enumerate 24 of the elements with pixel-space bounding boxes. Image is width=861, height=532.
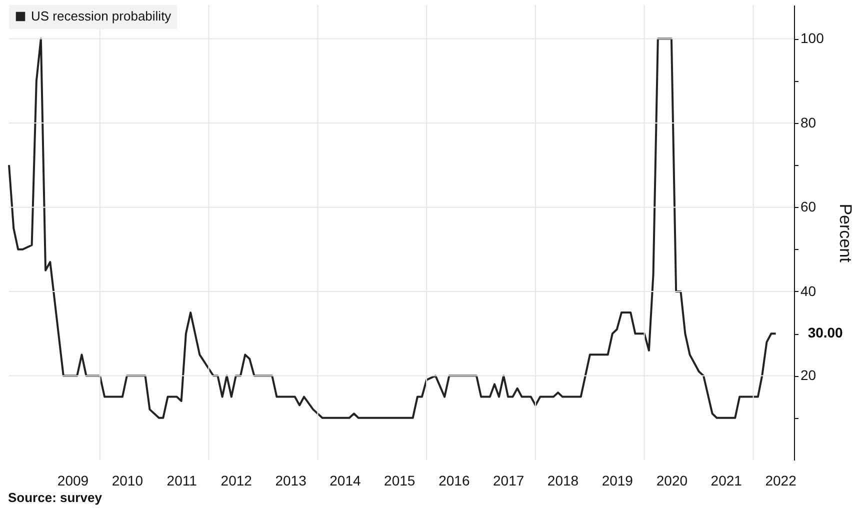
x-tick-label: 2013 <box>275 472 307 488</box>
y-tick-label: 40 <box>800 282 816 299</box>
x-tick-label: 2014 <box>330 472 361 488</box>
x-tick-label: 2022 <box>765 472 797 488</box>
annotation: 30.00 <box>808 324 844 341</box>
x-tick-label: 2020 <box>656 472 688 488</box>
x-tick-label: 2012 <box>220 472 252 488</box>
x-tick-label: 2015 <box>384 472 416 488</box>
x-tick-label: 2021 <box>710 472 742 488</box>
y-axis-title: Percent <box>836 204 855 263</box>
x-tick-label: 2018 <box>547 472 579 488</box>
y-tick-label: 80 <box>800 114 816 130</box>
y-tick-label: 100 <box>800 30 824 46</box>
source-note: Source: survey <box>8 490 103 505</box>
y-tick-label: 20 <box>800 367 816 384</box>
line-series <box>8 38 777 419</box>
x-tick-label: 2010 <box>112 472 144 488</box>
x-tick-label: 2011 <box>166 472 198 488</box>
legend-label: US recession probability <box>31 8 172 24</box>
x-tick-label: 2017 <box>493 472 524 488</box>
x-tick-label: 2009 <box>57 472 89 488</box>
x-tick-label: 2016 <box>438 472 470 488</box>
y-tick-label: 60 <box>800 198 816 215</box>
x-tick-label: 2019 <box>602 472 634 488</box>
